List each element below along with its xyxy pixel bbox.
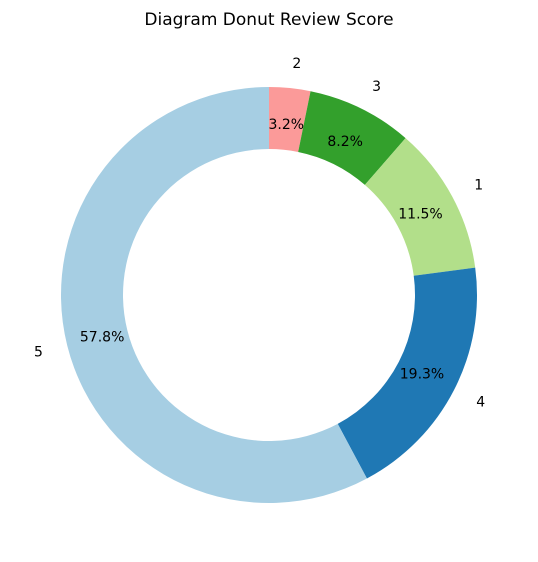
slice-percent-3: 8.2% bbox=[327, 134, 363, 150]
slice-percent-2: 3.2% bbox=[268, 117, 304, 133]
donut-slice-3 bbox=[298, 91, 406, 185]
donut-labels: 2 3.2% 3 8.2% 1 11.5% 4 19.3% 5 57.8% bbox=[34, 56, 485, 410]
slice-label-4: 4 bbox=[476, 394, 485, 410]
donut-slice-4 bbox=[337, 267, 477, 479]
chart-title: Diagram Donut Review Score bbox=[144, 10, 393, 30]
slice-label-3: 3 bbox=[372, 79, 381, 95]
donut-slices bbox=[61, 87, 477, 503]
slice-percent-5: 57.8% bbox=[80, 330, 124, 346]
donut-slice-1 bbox=[364, 138, 476, 276]
slice-label-2: 2 bbox=[292, 56, 301, 72]
slice-percent-4: 19.3% bbox=[400, 367, 444, 383]
donut-slice-2 bbox=[269, 87, 311, 152]
slice-label-1: 1 bbox=[474, 178, 483, 194]
slice-label-5: 5 bbox=[34, 345, 43, 361]
donut-slice-5 bbox=[61, 87, 367, 503]
slice-percent-1: 11.5% bbox=[398, 207, 442, 223]
